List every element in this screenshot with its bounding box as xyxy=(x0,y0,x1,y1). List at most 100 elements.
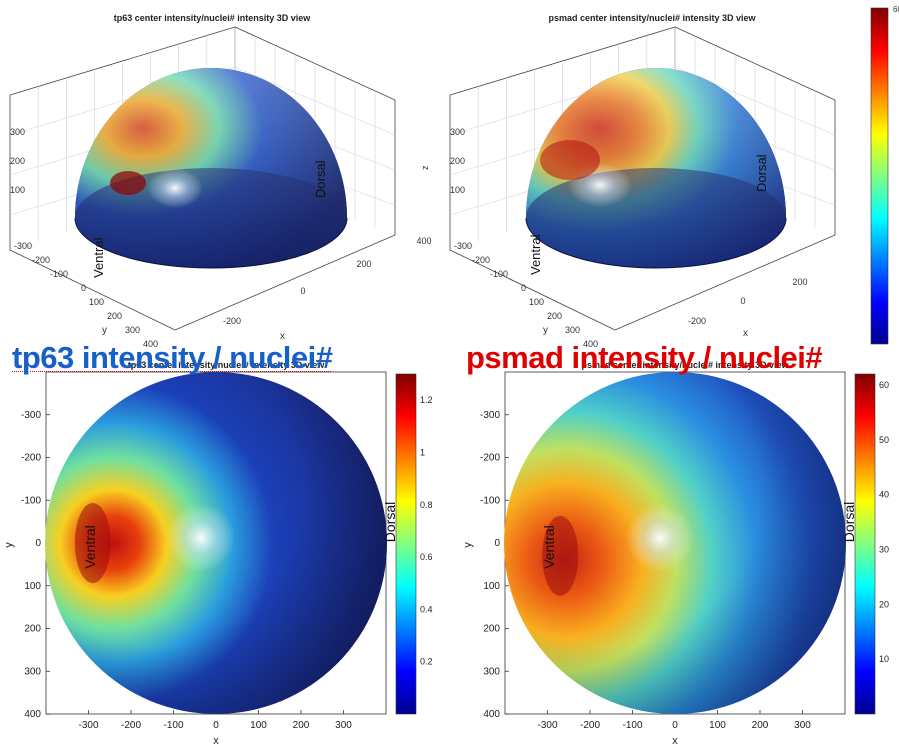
psmad-overlay-label: psmad intensity / nuclei# xyxy=(466,340,823,375)
psmad-3d-colorbar xyxy=(870,7,889,345)
colorbar xyxy=(395,373,417,715)
y-tick-label: -100 xyxy=(480,495,500,506)
psmad-3d-dorsal: Dorsal xyxy=(754,154,769,192)
x-tick-label: 400 xyxy=(416,236,431,246)
x-tick-label: -300 xyxy=(78,720,98,731)
tp63-overlay-label: tp63 intensity / nuclei# xyxy=(12,340,333,375)
tp63-3d-title: tp63 center intensity/nuclei# intensity … xyxy=(114,13,312,23)
y-tick-label: -200 xyxy=(472,255,490,265)
x-tick-label: -200 xyxy=(688,316,706,326)
y-tick-label: 0 xyxy=(35,538,41,549)
y-tick-label: 200 xyxy=(547,311,562,321)
sphere-shading xyxy=(45,372,387,714)
dorsal-annotation: Dorsal xyxy=(382,502,398,542)
z-tick-label: 200 xyxy=(450,156,465,166)
x-tick-label: -200 xyxy=(121,720,141,731)
colorbar-tick-label: 10 xyxy=(879,654,889,664)
colorbar-tick-label: 0.8 xyxy=(420,500,433,510)
y-tick-label: -100 xyxy=(490,269,508,279)
y-tick-label: -200 xyxy=(480,453,500,464)
x-tick-label: -300 xyxy=(537,720,557,731)
y-tick-label: 100 xyxy=(483,581,500,592)
plot-title: psmad center intensity/nuclei# intensity… xyxy=(581,360,789,370)
y-tick-label: 400 xyxy=(583,339,598,349)
box-edge xyxy=(174,234,396,331)
x-tick-label: 0 xyxy=(300,286,305,296)
y-tick-label: -100 xyxy=(21,495,41,506)
tp63-3d-highlight xyxy=(147,168,203,208)
psmad-3d-zlabel: z xyxy=(420,165,430,170)
x-tick-label: 0 xyxy=(740,296,745,306)
y-tick-label: -300 xyxy=(480,410,500,421)
x-tick-label: -200 xyxy=(580,720,600,731)
ventral-annotation: Ventral xyxy=(82,525,98,569)
z-tick-label: 100 xyxy=(10,185,25,195)
box-edge xyxy=(614,234,836,331)
y-tick-label: 400 xyxy=(24,709,41,720)
grid-line xyxy=(234,66,396,136)
colorbar-tick-label: 20 xyxy=(879,599,889,609)
colorbar-tick-label: 50 xyxy=(879,435,889,445)
psmad-3d-ylabel: y xyxy=(543,325,548,336)
y-tick-label: 300 xyxy=(483,666,500,677)
y-tick-label: 0 xyxy=(494,538,500,549)
y-tick-label: 200 xyxy=(107,311,122,321)
y-tick-label: -300 xyxy=(454,241,472,251)
x-tick-label: 200 xyxy=(752,720,769,731)
y-tick-label: -300 xyxy=(14,241,32,251)
psmad-3d-hotspot xyxy=(540,140,600,180)
x-tick-label: 100 xyxy=(709,720,726,731)
colorbar-tick-label: 0.6 xyxy=(420,552,433,562)
tp63-3d-ylabel: y xyxy=(102,325,107,336)
colorbar-tick-label: 30 xyxy=(879,544,889,554)
psmad-3d-ventral: Ventral xyxy=(528,234,543,275)
x-tick-label: 300 xyxy=(335,720,352,731)
x-axis-label: x xyxy=(672,735,678,747)
y-tick-label: -200 xyxy=(21,453,41,464)
x-tick-label: 300 xyxy=(794,720,811,731)
z-tick-label: 300 xyxy=(450,127,465,137)
hemisphere-shade xyxy=(75,68,347,268)
colorbar-tick-label: 1 xyxy=(420,447,425,457)
y-axis-label: y xyxy=(3,542,15,548)
y-tick-label: 400 xyxy=(143,339,158,349)
psmad-3d-xlabel: x xyxy=(743,328,748,339)
y-tick-label: 300 xyxy=(24,666,41,677)
colorbar-top-tick: 60 xyxy=(893,5,899,14)
x-tick-label: 200 xyxy=(356,259,371,269)
x-tick-label: 0 xyxy=(213,720,219,731)
box-edge xyxy=(449,249,616,331)
psmad-3d-title: psmad center intensity/nuclei# intensity… xyxy=(548,13,756,23)
plot-title: tp63 center intensity/nuclei# intensity … xyxy=(128,360,326,370)
tp63-hemisphere xyxy=(74,68,348,269)
y-axis-label: y xyxy=(462,542,474,548)
y-tick-label: -300 xyxy=(21,410,41,421)
y-tick-label: 100 xyxy=(24,581,41,592)
x-axis-label: x xyxy=(213,735,219,747)
x-tick-label: -200 xyxy=(223,316,241,326)
y-tick-label: 0 xyxy=(81,283,86,293)
z-tick-label: 100 xyxy=(450,185,465,195)
y-tick-label: -100 xyxy=(50,269,68,279)
x-tick-label: 100 xyxy=(250,720,267,731)
y-tick-label: 300 xyxy=(125,325,140,335)
y-tick-label: 100 xyxy=(89,297,104,307)
y-tick-label: 400 xyxy=(483,709,500,720)
colorbar-tick-label: 0.4 xyxy=(420,604,433,614)
tp63-3d-dorsal: Dorsal xyxy=(313,160,328,198)
x-tick-label: -100 xyxy=(622,720,642,731)
y-tick-label: 300 xyxy=(565,325,580,335)
colorbar-tick-label: 60 xyxy=(879,380,889,390)
tp63-3d-xlabel: x xyxy=(280,331,285,342)
x-tick-label: 200 xyxy=(792,277,807,287)
y-tick-label: 0 xyxy=(521,283,526,293)
colorbar xyxy=(854,373,876,715)
colorbar-tick-label: 1.2 xyxy=(420,395,433,405)
y-tick-label: 200 xyxy=(483,624,500,635)
tp63-3d-hotspot xyxy=(110,171,146,195)
x-tick-label: 200 xyxy=(293,720,310,731)
tp63-3d-ventral: Ventral xyxy=(91,237,106,278)
ventral-annotation: Ventral xyxy=(541,525,557,569)
colorbar-tick-label: 0.2 xyxy=(420,657,433,667)
